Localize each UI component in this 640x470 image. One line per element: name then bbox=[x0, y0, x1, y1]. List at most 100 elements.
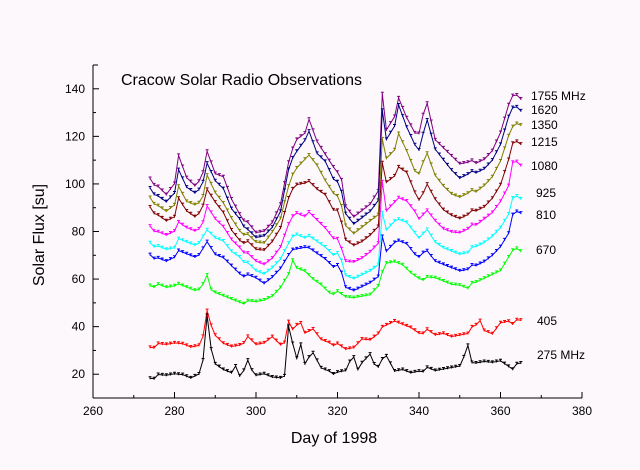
data-point bbox=[266, 278, 270, 282]
data-point bbox=[372, 215, 376, 219]
data-point bbox=[323, 245, 327, 249]
data-point bbox=[352, 345, 356, 349]
data-point bbox=[201, 334, 205, 338]
data-point bbox=[246, 220, 250, 224]
data-point bbox=[417, 369, 421, 373]
data-point bbox=[441, 331, 445, 335]
data-point bbox=[230, 237, 234, 241]
data-point bbox=[478, 168, 482, 172]
data-point bbox=[376, 241, 380, 245]
series-line bbox=[150, 310, 521, 350]
data-point bbox=[503, 116, 507, 120]
data-point bbox=[336, 208, 339, 212]
data-point bbox=[238, 216, 242, 220]
data-point bbox=[148, 195, 152, 199]
data-point bbox=[307, 179, 311, 183]
data-point bbox=[221, 341, 225, 345]
data-point bbox=[466, 226, 470, 230]
data-point bbox=[352, 259, 356, 263]
data-point bbox=[462, 268, 466, 272]
data-point bbox=[401, 197, 405, 201]
data-point bbox=[348, 209, 352, 213]
data-point bbox=[331, 371, 335, 375]
data-point bbox=[246, 334, 250, 338]
data-point bbox=[507, 364, 511, 368]
data-point bbox=[307, 117, 311, 121]
data-point bbox=[499, 320, 502, 324]
data-point bbox=[364, 337, 368, 341]
data-point bbox=[344, 237, 348, 241]
data-point bbox=[507, 102, 511, 106]
data-point bbox=[507, 231, 511, 235]
data-point bbox=[401, 367, 405, 371]
data-point bbox=[217, 205, 221, 209]
data-point bbox=[295, 137, 299, 141]
data-point bbox=[340, 369, 344, 373]
data-point bbox=[319, 222, 323, 226]
data-point bbox=[152, 285, 156, 289]
data-point bbox=[311, 350, 315, 354]
data-point bbox=[270, 225, 274, 229]
data-point bbox=[462, 354, 466, 358]
data-point bbox=[327, 260, 331, 264]
data-point bbox=[364, 356, 368, 360]
data-point bbox=[315, 279, 319, 283]
data-point bbox=[323, 178, 327, 182]
data-point bbox=[336, 236, 339, 240]
data-point bbox=[393, 259, 397, 263]
data-point bbox=[295, 182, 299, 186]
data-point bbox=[156, 184, 160, 188]
data-point bbox=[295, 265, 299, 269]
data-point bbox=[185, 239, 189, 243]
data-point bbox=[511, 141, 515, 145]
data-point bbox=[201, 194, 205, 198]
data-point bbox=[254, 268, 258, 272]
data-point bbox=[405, 266, 409, 270]
data-point bbox=[209, 231, 213, 235]
data-point bbox=[340, 177, 344, 181]
data-point bbox=[173, 191, 176, 195]
data-point bbox=[185, 285, 189, 289]
data-point bbox=[291, 214, 295, 218]
data-point bbox=[356, 228, 360, 232]
data-point bbox=[486, 179, 490, 183]
data-point bbox=[393, 147, 397, 151]
data-point bbox=[331, 253, 335, 257]
data-point bbox=[168, 341, 172, 345]
data-point bbox=[262, 298, 266, 302]
data-point bbox=[380, 234, 384, 238]
data-point bbox=[311, 277, 315, 281]
data-point bbox=[238, 300, 242, 304]
data-point bbox=[421, 231, 425, 235]
data-point bbox=[283, 188, 287, 192]
data-point bbox=[287, 167, 291, 171]
data-point bbox=[503, 191, 507, 195]
data-point bbox=[429, 253, 433, 257]
data-point bbox=[221, 239, 225, 243]
data-point bbox=[331, 191, 335, 195]
series-label: 1350 bbox=[531, 118, 558, 132]
data-point bbox=[270, 294, 274, 298]
chart-title: Cracow Solar Radio Observations bbox=[121, 72, 362, 89]
data-point bbox=[148, 224, 152, 228]
data-point bbox=[250, 338, 254, 342]
data-point bbox=[413, 209, 417, 213]
data-point bbox=[303, 235, 307, 239]
data-point bbox=[185, 343, 189, 347]
data-point bbox=[360, 294, 364, 298]
data-point bbox=[209, 160, 213, 164]
data-point bbox=[380, 324, 384, 328]
data-point bbox=[221, 224, 225, 228]
data-point bbox=[340, 246, 344, 250]
data-point bbox=[266, 259, 270, 263]
data-point bbox=[474, 322, 478, 326]
data-point bbox=[299, 342, 303, 346]
data-point bbox=[197, 179, 201, 183]
data-point bbox=[437, 260, 441, 264]
data-point bbox=[458, 230, 462, 234]
data-point bbox=[397, 103, 401, 107]
data-point bbox=[201, 358, 205, 362]
data-point bbox=[242, 250, 246, 254]
data-point bbox=[283, 233, 287, 237]
data-point bbox=[164, 373, 168, 377]
